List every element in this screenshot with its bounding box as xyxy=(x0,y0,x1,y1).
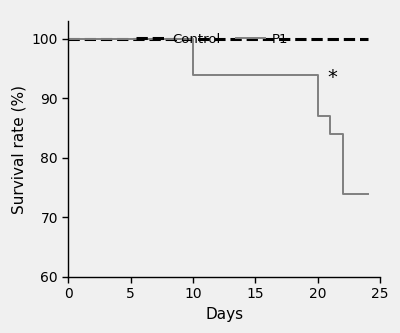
Legend: Control, P1: Control, P1 xyxy=(131,28,294,51)
Y-axis label: Survival rate (%): Survival rate (%) xyxy=(11,85,26,213)
Text: *: * xyxy=(328,68,338,87)
X-axis label: Days: Days xyxy=(205,307,243,322)
